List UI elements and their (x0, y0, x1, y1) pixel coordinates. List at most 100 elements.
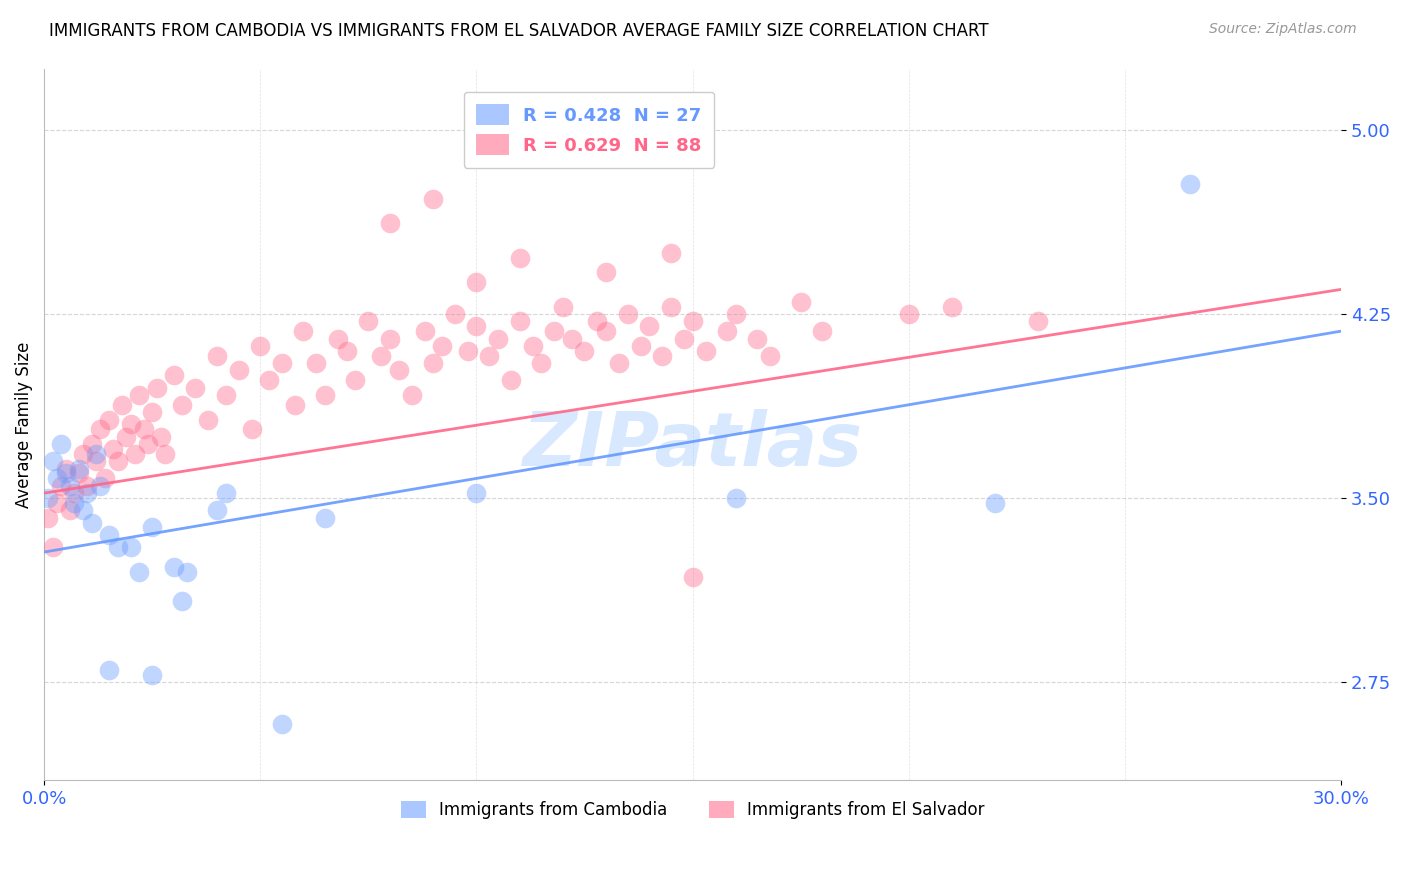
Point (76, 479, 98, 493)
Point (55, 461, 77, 475)
Point (128, 388, 150, 402)
Point (84, 454, 107, 468)
Point (724, 307, 747, 321)
Point (93, 471, 115, 485)
Point (115, 430, 138, 444)
Point (682, 314, 704, 328)
Point (422, 192, 444, 206)
Point (149, 430, 172, 444)
Point (176, 565, 198, 579)
Point (215, 388, 238, 402)
Text: IMMIGRANTS FROM CAMBODIA VS IMMIGRANTS FROM EL SALVADOR AVERAGE FAMILY SIZE CORR: IMMIGRANTS FROM CAMBODIA VS IMMIGRANTS F… (49, 22, 988, 40)
Point (326, 331, 349, 345)
Point (586, 314, 609, 328)
Point (97, 663, 120, 677)
Point (314, 388, 336, 402)
Point (132, 422, 155, 436)
Point (595, 265, 617, 279)
Point (249, 339, 271, 353)
Point (270, 356, 292, 370)
Point (46, 496, 69, 510)
Point (659, 300, 682, 314)
Point (84, 447, 107, 461)
Point (659, 245, 682, 260)
Point (897, 307, 920, 321)
Point (163, 559, 186, 574)
Point (89, 479, 111, 493)
Point (630, 339, 652, 353)
Point (63, 486, 86, 500)
Point (97, 412, 120, 426)
Point (457, 343, 479, 358)
Legend: Immigrants from Cambodia, Immigrants from El Salvador: Immigrants from Cambodia, Immigrants fro… (394, 794, 991, 825)
Point (103, 442, 125, 456)
Point (984, 496, 1007, 510)
Point (651, 349, 673, 363)
Point (413, 324, 436, 338)
Point (336, 343, 359, 358)
Point (257, 373, 280, 387)
Point (120, 417, 142, 432)
Point (465, 486, 488, 500)
Point (522, 339, 544, 353)
Point (1178, 177, 1201, 191)
Point (509, 251, 531, 265)
Point (305, 356, 328, 370)
Point (430, 339, 453, 353)
Point (486, 331, 509, 345)
Point (478, 349, 501, 363)
Point (97, 528, 120, 542)
Point (205, 503, 228, 517)
Point (72, 503, 94, 517)
Point (51, 479, 73, 493)
Point (67, 467, 90, 481)
Point (378, 331, 401, 345)
Point (72, 447, 94, 461)
Text: Source: ZipAtlas.com: Source: ZipAtlas.com (1209, 22, 1357, 37)
Point (145, 381, 167, 395)
Point (292, 324, 315, 338)
Point (153, 447, 176, 461)
Point (811, 324, 834, 338)
Point (37, 491, 59, 505)
Point (370, 349, 392, 363)
Point (465, 319, 488, 334)
Point (270, 716, 292, 731)
Point (530, 356, 553, 370)
Point (59, 503, 82, 517)
Point (543, 324, 565, 338)
Point (607, 356, 630, 370)
Point (574, 343, 596, 358)
Point (128, 565, 150, 579)
Point (124, 447, 146, 461)
Point (120, 540, 142, 554)
Point (141, 667, 163, 681)
Point (184, 381, 207, 395)
Point (228, 363, 250, 377)
Text: ZIPatlas: ZIPatlas (523, 409, 862, 483)
Point (759, 349, 782, 363)
Point (344, 373, 367, 387)
Point (37, 510, 59, 524)
Point (789, 294, 811, 309)
Point (80, 516, 103, 530)
Point (63, 496, 86, 510)
Point (42, 540, 65, 554)
Point (284, 398, 307, 412)
Point (172, 398, 194, 412)
Point (240, 422, 263, 436)
Point (724, 491, 747, 505)
Point (716, 324, 738, 338)
Point (59, 479, 82, 493)
Point (205, 349, 228, 363)
Point (197, 412, 219, 426)
Point (509, 314, 531, 328)
Point (46, 471, 69, 485)
Point (378, 216, 401, 230)
Point (357, 314, 380, 328)
Point (560, 331, 582, 345)
Point (215, 486, 238, 500)
Y-axis label: Average Family Size: Average Family Size (15, 342, 32, 508)
Point (1028, 314, 1050, 328)
Point (941, 300, 963, 314)
